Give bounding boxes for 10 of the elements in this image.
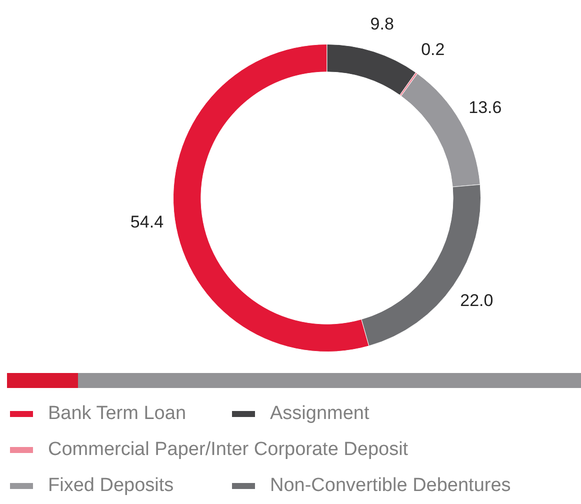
data-label: 22.0 — [460, 290, 494, 310]
legend-label: Bank Term Loan — [48, 403, 186, 425]
legend-label: Assignment — [270, 403, 370, 425]
legend-label: Commercial Paper/Inter Corporate Deposit — [48, 439, 408, 461]
data-label: 13.6 — [468, 98, 502, 118]
legend-label: Fixed Deposits — [48, 475, 174, 497]
data-label: 9.8 — [370, 14, 394, 34]
data-label: 54.4 — [130, 212, 164, 232]
data-label: 0.2 — [421, 40, 445, 59]
legend-label: Non-Convertible Debentures — [270, 475, 511, 497]
